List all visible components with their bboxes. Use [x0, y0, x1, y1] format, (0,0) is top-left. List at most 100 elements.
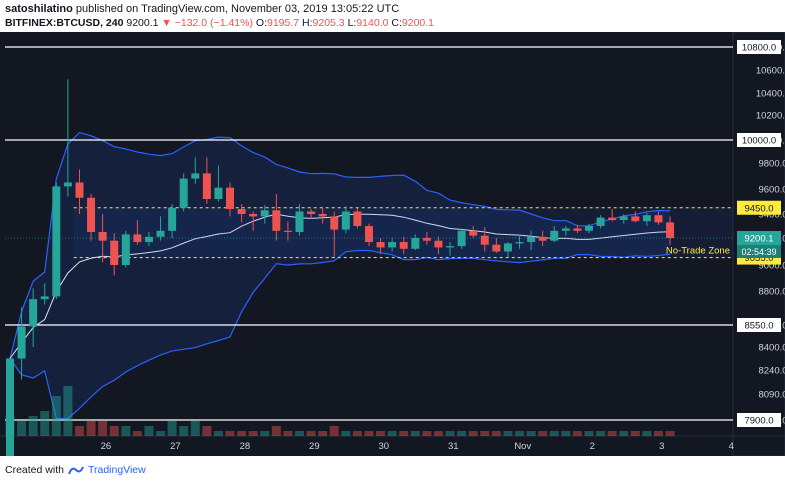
- symbol-label[interactable]: BITFINEX:BTCUSD, 240: [5, 17, 124, 29]
- x-tick-label: 31: [448, 441, 459, 452]
- price-change: −132.0 (−1.41%): [174, 17, 253, 29]
- zone-price-box: [737, 200, 781, 215]
- x-tick-label: 29: [309, 441, 320, 452]
- open-value: 9195.7: [266, 17, 300, 29]
- volume-bar: [51, 396, 61, 436]
- candle-body: [249, 214, 258, 217]
- volume-bar: [607, 431, 617, 436]
- candle-body: [52, 186, 61, 297]
- volume-bar: [630, 431, 640, 436]
- volume-bar: [376, 431, 386, 436]
- level-price-box: [737, 318, 781, 332]
- no-trade-zone-label: No-Trade Zone: [666, 246, 730, 257]
- volume-bar: [596, 431, 606, 436]
- candle-body: [376, 242, 385, 248]
- y-tick-label: 8400.0: [758, 343, 785, 354]
- candle-body: [364, 226, 373, 243]
- y-tick-label: 9400.0: [758, 210, 785, 221]
- candle-body: [561, 228, 570, 231]
- candle-body: [168, 207, 177, 231]
- candle-body: [295, 211, 304, 232]
- volume-bar: [341, 431, 351, 436]
- x-tick-label: 27: [170, 441, 181, 452]
- candle-body: [388, 242, 397, 248]
- volume-bar: [271, 426, 281, 436]
- volume-bar: [584, 431, 594, 436]
- publish-info: published on TradingView.com, November 0…: [75, 3, 400, 15]
- last-price: 9200.1: [126, 17, 159, 29]
- volume-bar: [642, 431, 652, 436]
- x-tick-label: 30: [379, 441, 390, 452]
- volume-bar: [132, 431, 142, 436]
- candle-body: [596, 217, 605, 226]
- volume-bar: [86, 421, 96, 436]
- volume-bar: [491, 431, 501, 436]
- y-tick-label: 9800.0: [758, 159, 785, 170]
- candle-body: [283, 230, 292, 232]
- candle-body: [434, 240, 443, 248]
- y-tick-label: 9000.0: [758, 261, 785, 272]
- candle-body: [29, 299, 38, 327]
- footer: Created with TradingView: [5, 464, 146, 476]
- candle-body: [260, 210, 269, 217]
- candle-body: [399, 242, 408, 249]
- candle-body: [40, 296, 49, 300]
- x-tick-label: 28: [240, 441, 251, 452]
- candle-body: [202, 173, 211, 199]
- high-label: H:: [302, 17, 313, 29]
- zone-price-label: 9055.0: [744, 253, 773, 264]
- x-tick-label: 2: [590, 441, 595, 452]
- candle-body: [446, 246, 455, 248]
- low-value: 9140.0: [356, 17, 389, 29]
- volume-bar: [468, 431, 478, 436]
- volume-bar: [572, 431, 582, 436]
- candle-body: [75, 182, 84, 198]
- y-tick-label: 9600.0: [758, 185, 785, 196]
- candle-body: [527, 236, 536, 243]
- volume-bar: [17, 421, 27, 436]
- tradingview-brand[interactable]: TradingView: [87, 464, 146, 476]
- down-arrow-icon: ▼: [161, 17, 172, 29]
- volume-bar: [74, 426, 84, 436]
- volume-bar: [98, 421, 108, 436]
- candle-body: [330, 216, 339, 230]
- candle-body: [6, 358, 14, 456]
- volume-bar: [40, 411, 50, 436]
- volume-bar: [665, 431, 675, 436]
- author-name[interactable]: satoshilatino: [5, 3, 73, 15]
- volume-bar: [457, 431, 467, 436]
- volume-bar: [109, 426, 119, 436]
- open-label: O:: [255, 17, 267, 29]
- volume-bar: [364, 431, 374, 436]
- price-chart[interactable]: No-Trade Zone 7900.0 8090.0 8240.0 8400.0 855…: [0, 32, 785, 456]
- volume-bar: [480, 431, 490, 436]
- level-price-label: 10800.0: [742, 43, 776, 54]
- volume-bar: [387, 431, 397, 436]
- volume-bar: [63, 386, 73, 436]
- y-tick-label: 10600.0: [756, 66, 785, 77]
- candle-body: [341, 211, 350, 230]
- level-price-box: [737, 413, 781, 427]
- volume-bar: [352, 431, 362, 436]
- ohlc-legend: BITFINEX:BTCUSD, 240 9200.1 ▼ −132.0 (−1…: [5, 17, 434, 29]
- volume-bar: [213, 431, 223, 436]
- level-price-label: 8550.0: [744, 321, 773, 332]
- candle-body: [63, 182, 72, 187]
- volume-bar: [237, 431, 247, 436]
- candle-body: [619, 216, 628, 220]
- candle-body: [585, 226, 593, 231]
- candle-body: [492, 244, 501, 252]
- candle-body: [237, 209, 246, 214]
- candle-body: [666, 222, 675, 238]
- volume-bar: [121, 426, 131, 436]
- volume-bar: [28, 416, 38, 436]
- bollinger-lower-band: [9, 249, 671, 420]
- volume-bar: [190, 421, 200, 436]
- volume-bar: [329, 426, 339, 436]
- volume-bar: [549, 431, 559, 436]
- close-label: C:: [391, 17, 402, 29]
- candle-body: [608, 217, 617, 220]
- x-tick-label: 3: [659, 441, 664, 452]
- candle-body: [272, 210, 281, 231]
- chart-publish-line: satoshilatino published on TradingView.c…: [5, 3, 399, 15]
